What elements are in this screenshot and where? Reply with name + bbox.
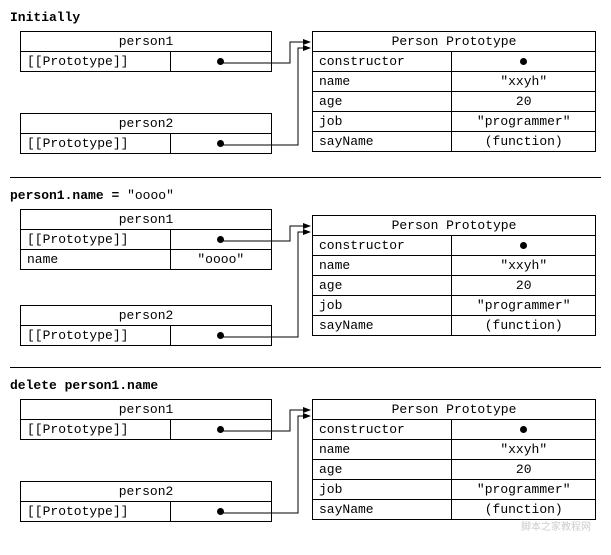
- proto-sayname-val: (function): [452, 316, 596, 336]
- proto-age-val: 20: [452, 276, 596, 296]
- person2-title: person2: [21, 482, 272, 502]
- heading-val: "oooo": [127, 188, 174, 203]
- section-assign: person1.name = "oooo" person1 [[Prototyp…: [10, 188, 601, 359]
- bullet-icon: [520, 58, 527, 65]
- proto-constructor-key: constructor: [313, 236, 452, 256]
- heading-delete: delete person1.name: [10, 378, 601, 393]
- bullet-icon: [217, 140, 224, 147]
- proto-job-key: job: [313, 480, 452, 500]
- proto-name-val: "xxyh": [452, 440, 596, 460]
- section-initially: Initially person1 [[Prototype]] person2 …: [10, 10, 601, 169]
- person2-box: person2 [[Prototype]]: [20, 481, 272, 522]
- watermark: 脚本之家教程网: [521, 518, 591, 533]
- proto-job-val: "programmer": [452, 480, 596, 500]
- proto-job-val: "programmer": [452, 112, 596, 132]
- person1-title: person1: [21, 400, 272, 420]
- proto-age-val: 20: [452, 92, 596, 112]
- section-delete: delete person1.name person1 [[Prototype]…: [10, 378, 601, 537]
- proto-sayname-key: sayName: [313, 316, 452, 336]
- proto-constructor-val: [452, 420, 596, 440]
- person2-box: person2 [[Prototype]]: [20, 113, 272, 154]
- proto-sayname-val: (function): [452, 500, 596, 520]
- proto-name-val: "xxyh": [452, 256, 596, 276]
- proto-age-key: age: [313, 276, 452, 296]
- person2-title: person2: [21, 114, 272, 134]
- person1-proto-val: [170, 420, 271, 440]
- prototype-title: Person Prototype: [313, 32, 596, 52]
- person2-title: person2: [21, 306, 272, 326]
- person2-proto-val: [170, 326, 271, 346]
- person1-title: person1: [21, 210, 272, 230]
- bullet-icon: [217, 58, 224, 65]
- person2-proto-val: [170, 134, 271, 154]
- proto-name-key: name: [313, 440, 452, 460]
- prototype-box: Person Prototype constructor name"xxyh" …: [312, 215, 596, 336]
- bullet-icon: [520, 426, 527, 433]
- proto-age-val: 20: [452, 460, 596, 480]
- proto-age-key: age: [313, 92, 452, 112]
- heading-key: person1.name: [10, 188, 104, 203]
- proto-constructor-key: constructor: [313, 52, 452, 72]
- proto-age-key: age: [313, 460, 452, 480]
- person1-box: person1 [[Prototype]]: [20, 31, 272, 72]
- heading-assign: person1.name = "oooo": [10, 188, 601, 203]
- bullet-icon: [520, 242, 527, 249]
- person2-proto-key: [[Prototype]]: [21, 502, 171, 522]
- heading-initially: Initially: [10, 10, 601, 25]
- proto-name-val: "xxyh": [452, 72, 596, 92]
- person2-box: person2 [[Prototype]]: [20, 305, 272, 346]
- proto-sayname-key: sayName: [313, 132, 452, 152]
- divider-2: [10, 367, 601, 368]
- proto-sayname-val: (function): [452, 132, 596, 152]
- proto-job-val: "programmer": [452, 296, 596, 316]
- person1-title: person1: [21, 32, 272, 52]
- person1-box: person1 [[Prototype]] name "oooo": [20, 209, 272, 270]
- person2-proto-key: [[Prototype]]: [21, 134, 171, 154]
- proto-constructor-key: constructor: [313, 420, 452, 440]
- prototype-box: Person Prototype constructor name"xxyh" …: [312, 399, 596, 520]
- panel-2: person1 [[Prototype]] name "oooo" person…: [10, 209, 601, 359]
- bullet-icon: [217, 236, 224, 243]
- proto-constructor-val: [452, 52, 596, 72]
- proto-name-key: name: [313, 72, 452, 92]
- bullet-icon: [217, 332, 224, 339]
- prototype-title: Person Prototype: [313, 400, 596, 420]
- panel-1: person1 [[Prototype]] person2 [[Prototyp…: [10, 31, 601, 169]
- proto-constructor-val: [452, 236, 596, 256]
- heading-op: =: [111, 188, 119, 203]
- person1-proto-key: [[Prototype]]: [21, 420, 171, 440]
- proto-name-key: name: [313, 256, 452, 276]
- divider-1: [10, 177, 601, 178]
- person1-box: person1 [[Prototype]]: [20, 399, 272, 440]
- prototype-box: Person Prototype constructor name"xxyh" …: [312, 31, 596, 152]
- person1-proto-key: [[Prototype]]: [21, 230, 171, 250]
- prototype-title: Person Prototype: [313, 216, 596, 236]
- proto-job-key: job: [313, 112, 452, 132]
- bullet-icon: [217, 508, 224, 515]
- person1-proto-val: [170, 230, 271, 250]
- person1-proto-key: [[Prototype]]: [21, 52, 171, 72]
- person2-proto-val: [170, 502, 271, 522]
- bullet-icon: [217, 426, 224, 433]
- proto-sayname-key: sayName: [313, 500, 452, 520]
- proto-job-key: job: [313, 296, 452, 316]
- person1-name-key: name: [21, 250, 171, 270]
- person1-proto-val: [170, 52, 271, 72]
- panel-3: person1 [[Prototype]] person2 [[Prototyp…: [10, 399, 601, 537]
- person1-name-val: "oooo": [170, 250, 271, 270]
- person2-proto-key: [[Prototype]]: [21, 326, 171, 346]
